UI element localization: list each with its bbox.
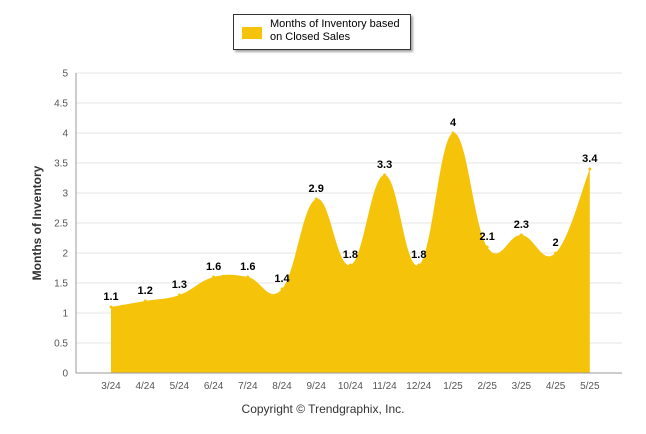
- x-tick-labels: 3/24 4/24 5/24 6/24 7/24 8/24 9/24 10/24 11/24 12…: [101, 381, 600, 392]
- y-tick-label: 1.5: [54, 279, 68, 290]
- y-tick-labels: 0 0.5 1 1.5 2 2.5 3 3.5 4 4.5 5: [54, 69, 68, 380]
- data-point-5-24: [177, 293, 181, 297]
- legend-label: Months of Inventory based on Closed Sale…: [270, 18, 400, 43]
- x-tick-label: 3/24: [101, 381, 121, 392]
- x-tick-label: 10/24: [338, 381, 363, 392]
- x-tick-label: 5/25: [580, 381, 600, 392]
- data-point-11-24: [383, 173, 387, 177]
- y-tick-label: 3: [62, 189, 68, 200]
- data-label: 1.6: [240, 261, 255, 273]
- data-label: 4: [450, 117, 457, 129]
- data-point-3-24: [109, 305, 113, 309]
- area-series-months-of-inventory: [111, 132, 590, 373]
- data-label: 2.9: [309, 183, 324, 195]
- data-point-10-24: [348, 263, 352, 267]
- data-label: 2: [553, 237, 559, 249]
- data-label: 3.4: [582, 153, 598, 165]
- y-axis-label: Months of Inventory: [30, 165, 44, 280]
- data-point-7-24: [246, 275, 250, 279]
- legend-swatch: [242, 27, 262, 39]
- x-tick-label: 1/25: [443, 381, 463, 392]
- y-tick-label: 4: [62, 129, 68, 140]
- legend: Months of Inventory based on Closed Sale…: [233, 14, 411, 50]
- data-point-12-24: [417, 263, 421, 267]
- data-label: 1.4: [274, 273, 290, 285]
- data-point-8-24: [280, 287, 284, 291]
- data-point-5-25: [588, 167, 592, 171]
- data-label: 1.8: [343, 249, 358, 261]
- x-tick-label: 12/24: [406, 381, 431, 392]
- y-tick-label: 5: [62, 69, 68, 80]
- y-tick-label: 4.5: [54, 99, 68, 110]
- y-tick-label: 2.5: [54, 219, 68, 230]
- data-label: 3.3: [377, 159, 392, 171]
- y-tick-label: 1: [62, 309, 68, 320]
- data-point-4-25: [554, 251, 558, 255]
- x-tick-label: 3/25: [512, 381, 532, 392]
- x-tick-label: 6/24: [204, 381, 224, 392]
- data-label: 1.1: [103, 291, 118, 303]
- data-label: 2.1: [480, 231, 495, 243]
- x-tick-label: 8/24: [272, 381, 292, 392]
- x-tick-label: 11/24: [372, 381, 397, 392]
- x-tick-label: 4/25: [546, 381, 566, 392]
- x-tick-label: 4/24: [135, 381, 155, 392]
- data-label: 1.2: [138, 285, 153, 297]
- x-tick-label: 5/24: [170, 381, 190, 392]
- data-label: 1.3: [172, 279, 187, 291]
- area-layer: [109, 131, 592, 373]
- data-point-1-25: [451, 131, 455, 135]
- y-tick-label: 0.5: [54, 339, 68, 350]
- data-label: 1.6: [206, 261, 221, 273]
- data-label: 1.8: [411, 249, 426, 261]
- data-point-4-24: [143, 299, 147, 303]
- data-point-6-24: [212, 275, 216, 279]
- data-point-2-25: [485, 245, 489, 249]
- x-tick-label: 7/24: [238, 381, 258, 392]
- data-point-9-24: [314, 197, 318, 201]
- y-tick-label: 3.5: [54, 159, 68, 170]
- x-tick-label: 9/24: [306, 381, 326, 392]
- copyright-text: Copyright © Trendgraphix, Inc.: [241, 402, 405, 416]
- y-tick-label: 0: [62, 369, 68, 380]
- x-tick-label: 2/25: [477, 381, 497, 392]
- data-point-3-25: [519, 233, 523, 237]
- axes: [75, 73, 622, 374]
- data-label: 2.3: [514, 219, 529, 231]
- data-labels: 1.1 1.2 1.3 1.6 1.6 1.4 2.9 1.8 3.3 1.8 4 2.1 2.3 2 3.…: [103, 117, 598, 303]
- y-tick-label: 2: [62, 249, 68, 260]
